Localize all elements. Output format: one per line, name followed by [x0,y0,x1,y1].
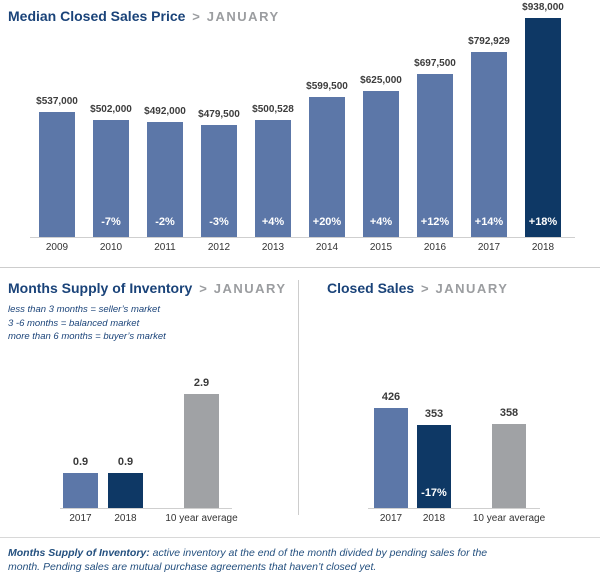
closed-sales-x-axis [368,508,540,509]
title-separator-chevron: > [199,281,207,296]
panel-divider [298,280,299,515]
bar-value-label: $697,500 [414,58,456,69]
bar-10-year-average [492,424,526,508]
bar-pct-label: -17% [421,487,447,499]
bar-2016: +12% [417,74,453,237]
note-balanced-market: 3 -6 months = balanced market [8,317,140,329]
bar-pct-label: +12% [420,216,450,228]
bar-2017 [63,473,98,508]
footer-note-text: active inventory at the end of the month… [8,547,488,573]
bar-2014: +20% [309,97,345,237]
x-axis-label: 2018 [114,513,137,524]
bar-value-label: $792,929 [468,36,510,47]
x-axis-label: 2017 [379,513,403,524]
median-price-x-axis [30,237,575,238]
bar-2017 [374,408,408,508]
x-axis-label: 2017 [477,242,501,253]
bar-2012: -3% [201,125,237,237]
inventory-title-text: Months Supply of Inventory [8,280,193,296]
bar-10-year-average [184,394,219,508]
footer-divider [0,537,600,538]
bar-value-label: 2.9 [193,377,210,389]
bar-value-label: $492,000 [144,106,186,117]
bar-pct-label: +20% [312,216,342,228]
bar-2018: +18% [525,18,561,237]
inventory-x-axis [60,508,232,509]
bar-value-label: 353 [424,408,444,420]
note-buyers-market: more than 6 months = buyer’s market [8,331,166,342]
bar-pct-label: -3% [209,216,229,228]
bar-2017: +14% [471,52,507,237]
x-axis-label: 2014 [315,242,339,253]
closed-sales-title-month: JANUARY [435,281,509,296]
bar-value-label: 0.9 [72,456,89,468]
title-separator-chevron: > [192,9,200,24]
bar-value-label: $625,000 [360,75,402,86]
bar-2013: +4% [255,120,291,237]
bar-2015: +4% [363,91,399,237]
x-axis-label: 2013 [261,242,285,253]
x-axis-label: 10 year average [165,513,238,524]
section-divider [0,267,600,268]
x-axis-label: 2018 [531,242,555,253]
median-price-title: Median Closed Sales Price > JANUARY [8,8,280,24]
bar-2011: -2% [147,122,183,237]
bar-2010: -7% [93,120,129,237]
bar-pct-label: -2% [155,216,175,228]
bar-pct-label: +4% [261,216,285,228]
inventory-title: Months Supply of Inventory > JANUARY [8,280,287,296]
bar-pct-label: +4% [369,216,393,228]
bar-value-label: 426 [381,391,401,403]
x-axis-label: 2010 [99,242,123,253]
bar-value-label: $500,528 [252,104,294,115]
bar-value-label: $938,000 [522,2,564,13]
bar-pct-label: +14% [474,216,504,228]
bar-value-label: $502,000 [90,104,132,115]
closed-sales-title: Closed Sales > JANUARY [327,280,508,296]
bar-value-label: 0.9 [117,456,134,468]
inventory-title-month: JANUARY [213,281,287,296]
footer-note: Months Supply of Inventory: active inven… [8,546,488,574]
x-axis-label: 2015 [369,242,393,253]
x-axis-label: 2016 [423,242,447,253]
x-axis-label: 2012 [207,242,231,253]
bar-value-label: $599,500 [306,81,348,92]
bar-2018 [108,473,143,508]
x-axis-label: 2009 [45,242,69,253]
footer-note-lead: Months Supply of Inventory: [8,547,150,559]
x-axis-label: 2018 [422,513,446,524]
inventory-market-notes: less than 3 months = seller’s market 3 -… [8,303,166,344]
median-price-title-text: Median Closed Sales Price [8,8,186,24]
x-axis-label: 2011 [154,242,176,253]
bar-pct-label: -7% [101,216,121,228]
bar-pct-label: +18% [528,216,558,228]
x-axis-label: 10 year average [472,513,546,524]
title-separator-chevron: > [421,281,429,296]
bar-2018: -17% [417,425,451,508]
bar-2009 [39,112,75,237]
closed-sales-title-text: Closed Sales [327,280,415,296]
median-price-title-month: JANUARY [206,9,280,24]
note-sellers-market: less than 3 months = seller’s market [8,304,160,315]
bar-value-label: $479,500 [198,109,240,120]
x-axis-label: 2017 [69,513,92,524]
bar-value-label: 358 [499,407,519,419]
bar-value-label: $537,000 [36,96,78,107]
